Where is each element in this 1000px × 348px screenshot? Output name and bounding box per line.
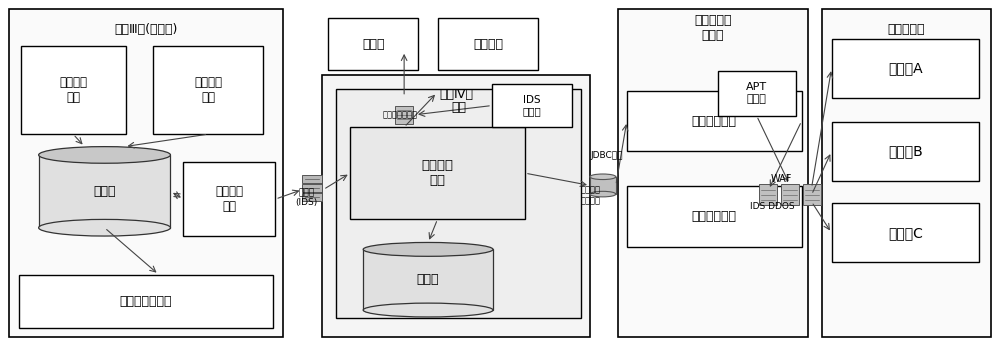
FancyBboxPatch shape	[302, 193, 322, 201]
Text: 聚合商C: 聚合商C	[888, 226, 923, 240]
FancyBboxPatch shape	[302, 184, 322, 192]
Text: 数据库: 数据库	[93, 185, 116, 198]
FancyBboxPatch shape	[363, 250, 493, 310]
Text: 信息通讯骨干网: 信息通讯骨干网	[382, 111, 417, 120]
FancyBboxPatch shape	[832, 204, 979, 262]
Text: 聚合商B: 聚合商B	[888, 144, 923, 158]
FancyBboxPatch shape	[350, 127, 525, 219]
Ellipse shape	[39, 219, 170, 236]
FancyBboxPatch shape	[336, 89, 581, 318]
Text: 安全Ⅲ区(调控云): 安全Ⅲ区(调控云)	[114, 23, 178, 36]
Text: 互联网外网
接入区: 互联网外网 接入区	[694, 14, 731, 42]
FancyBboxPatch shape	[759, 184, 777, 205]
FancyBboxPatch shape	[153, 46, 263, 134]
Text: 安全Ⅳ区: 安全Ⅳ区	[439, 88, 473, 101]
Text: 社会聚合商: 社会聚合商	[888, 23, 925, 36]
FancyBboxPatch shape	[39, 155, 170, 228]
FancyBboxPatch shape	[718, 71, 796, 116]
Text: 数据同步
模块: 数据同步 模块	[215, 185, 243, 213]
FancyBboxPatch shape	[328, 18, 418, 70]
FancyBboxPatch shape	[618, 9, 808, 337]
Text: 数据缓存
模块: 数据缓存 模块	[422, 159, 454, 187]
Ellipse shape	[39, 147, 170, 163]
Text: 省市: 省市	[451, 101, 466, 113]
FancyBboxPatch shape	[19, 275, 273, 328]
FancyBboxPatch shape	[822, 9, 991, 337]
Text: 数据分析与展示: 数据分析与展示	[120, 295, 172, 308]
FancyBboxPatch shape	[183, 162, 275, 236]
FancyBboxPatch shape	[302, 175, 322, 183]
Text: 模型数据
解析: 模型数据 解析	[194, 76, 222, 104]
Text: 聚合商A: 聚合商A	[888, 61, 923, 75]
Ellipse shape	[363, 303, 493, 317]
FancyBboxPatch shape	[322, 75, 590, 337]
Text: IDS
攻击源: IDS 攻击源	[523, 95, 541, 116]
Text: 数据采集模块: 数据采集模块	[692, 114, 737, 128]
Text: APT
攻击源: APT 攻击源	[746, 82, 767, 104]
Text: 数据补招模块: 数据补招模块	[692, 210, 737, 223]
FancyBboxPatch shape	[590, 177, 616, 194]
FancyBboxPatch shape	[832, 122, 979, 181]
FancyBboxPatch shape	[627, 91, 802, 151]
Text: 量测数据
解析: 量测数据 解析	[59, 76, 87, 104]
FancyBboxPatch shape	[395, 106, 413, 124]
FancyBboxPatch shape	[492, 84, 572, 127]
Text: 数据库: 数据库	[417, 273, 439, 286]
Text: WAF: WAF	[771, 174, 792, 183]
Ellipse shape	[363, 243, 493, 256]
Text: 负控系统: 负控系统	[473, 38, 503, 50]
FancyBboxPatch shape	[832, 39, 979, 98]
Ellipse shape	[590, 174, 616, 180]
Ellipse shape	[590, 191, 616, 197]
Text: 车联网: 车联网	[362, 38, 384, 50]
Text: 逻辑增强
隔离装置: 逻辑增强 隔离装置	[581, 186, 601, 205]
FancyBboxPatch shape	[21, 46, 126, 134]
Text: IDS DDOS: IDS DDOS	[750, 202, 795, 211]
Text: JDBC接口: JDBC接口	[591, 151, 623, 160]
FancyBboxPatch shape	[9, 9, 283, 337]
FancyBboxPatch shape	[781, 184, 799, 205]
FancyBboxPatch shape	[438, 18, 538, 70]
FancyBboxPatch shape	[627, 186, 802, 247]
FancyBboxPatch shape	[803, 184, 821, 205]
Text: 防火墙
(IDS): 防火墙 (IDS)	[295, 188, 317, 207]
